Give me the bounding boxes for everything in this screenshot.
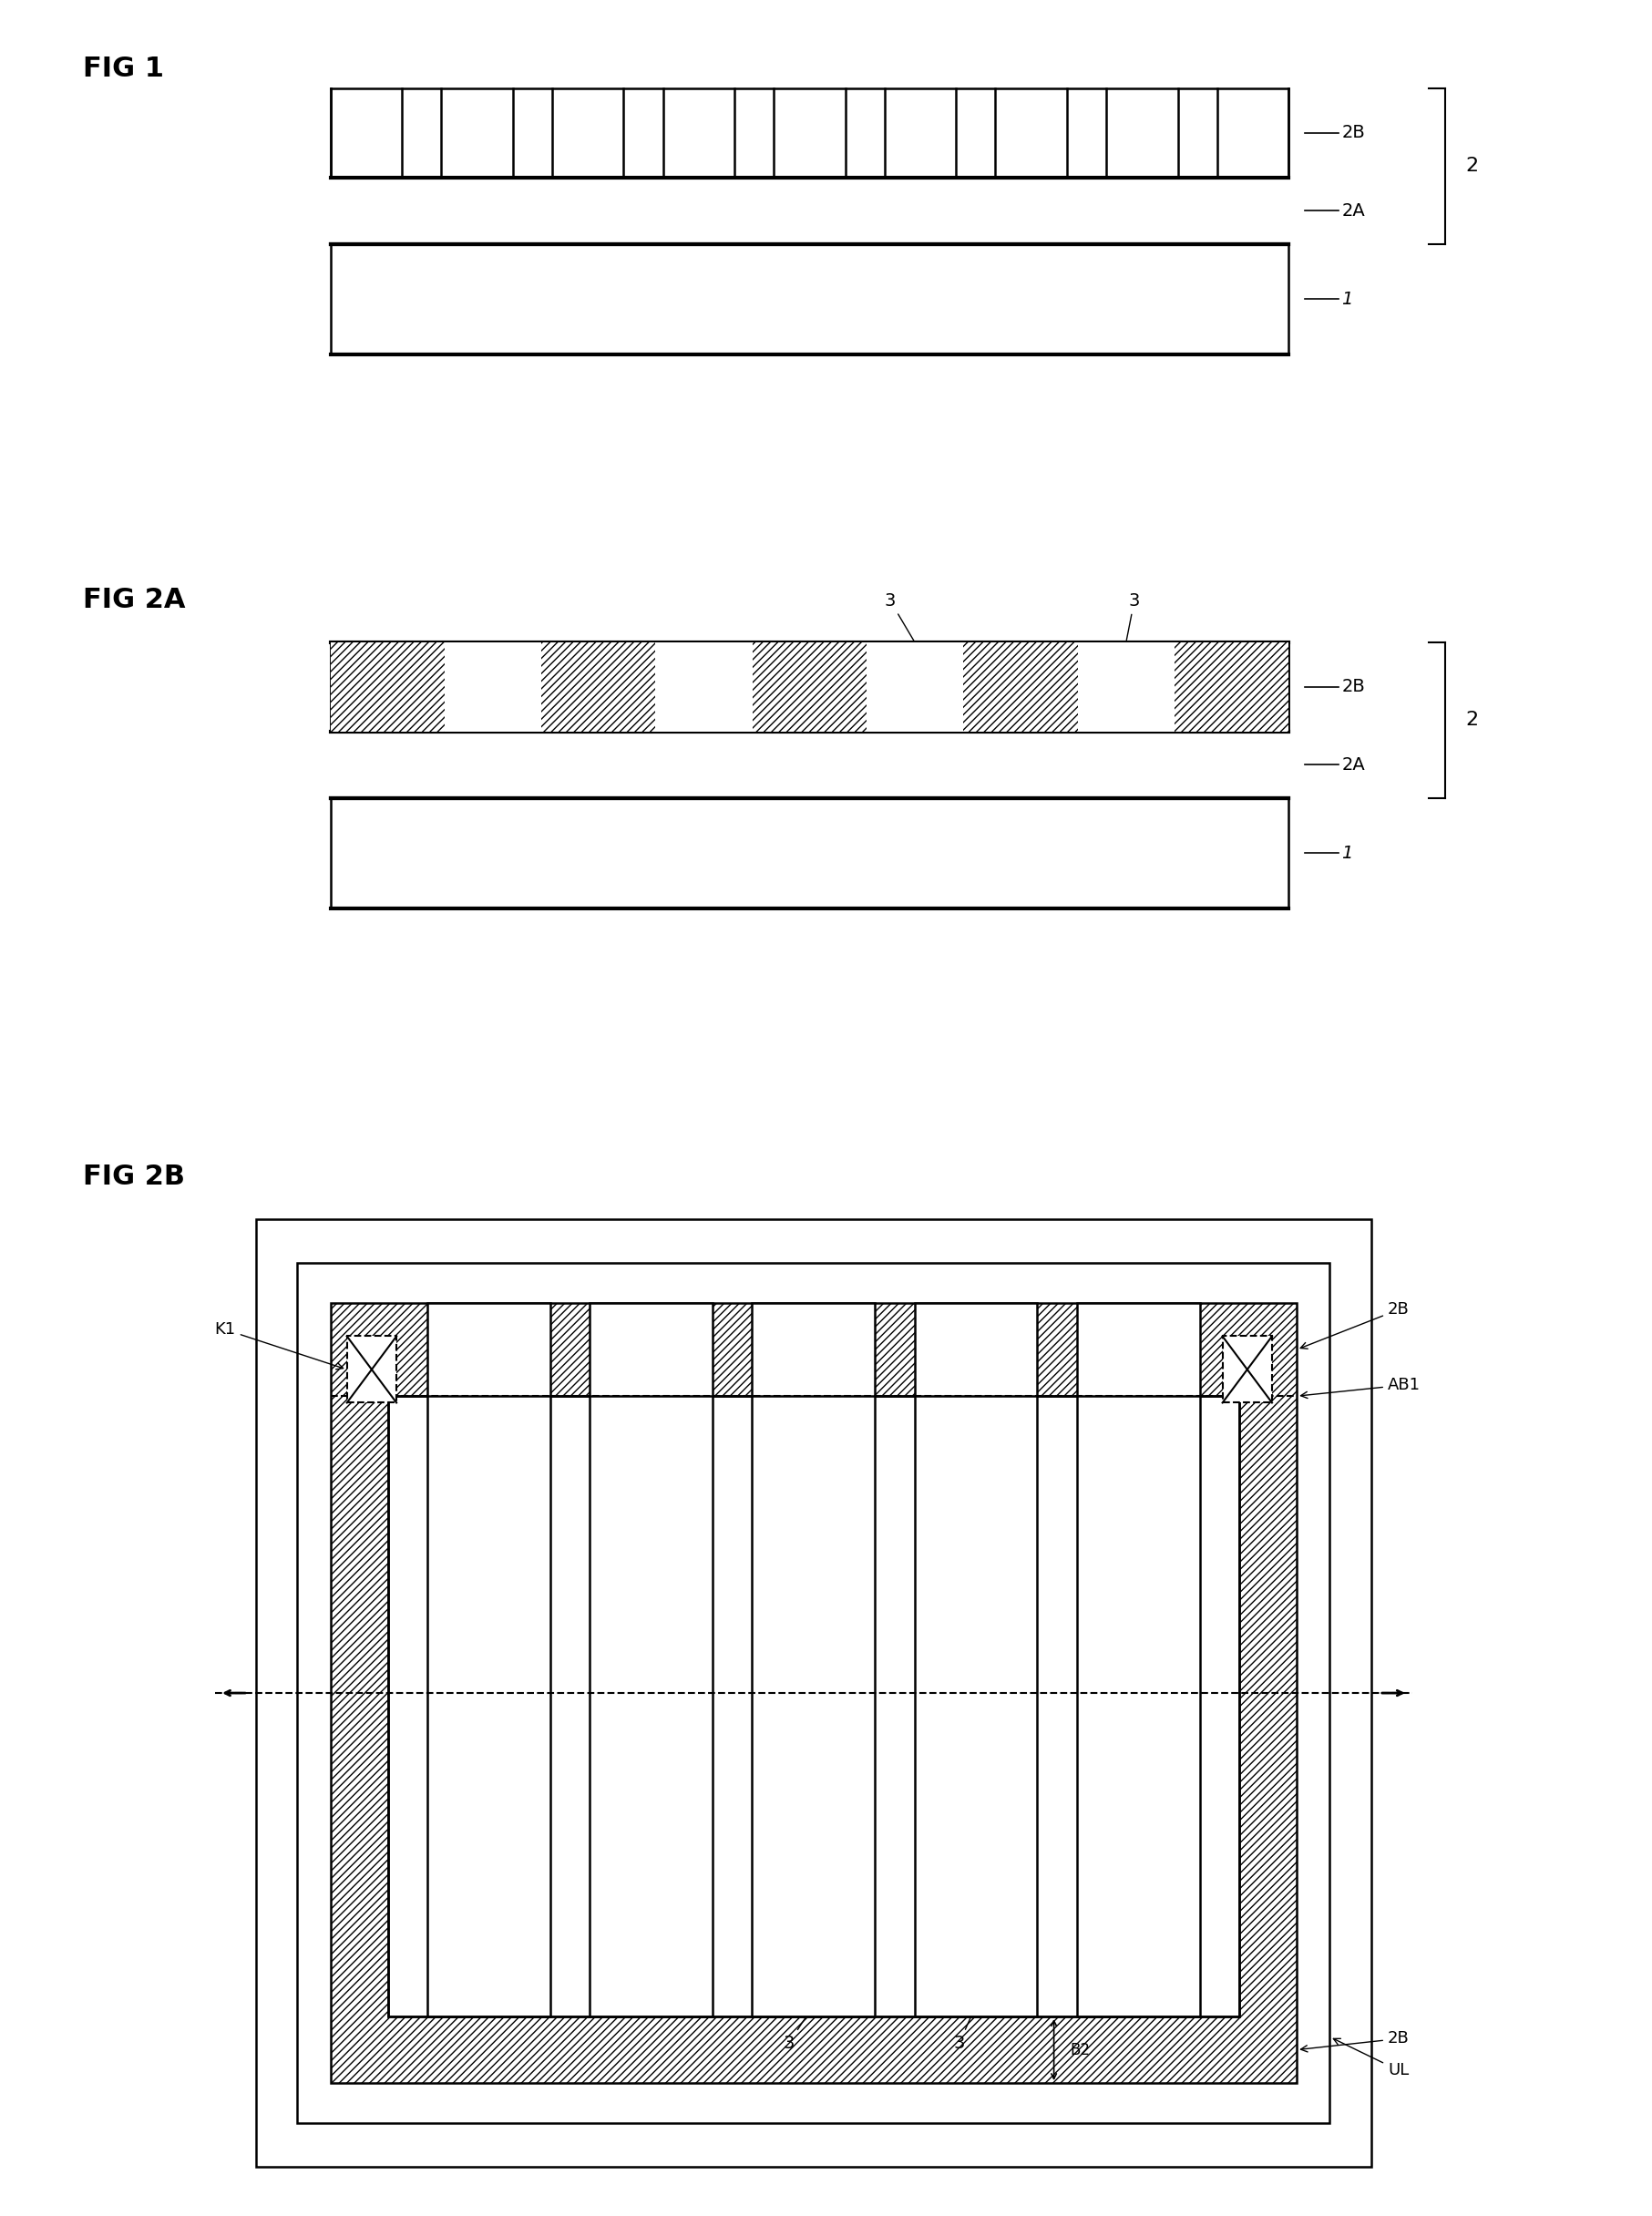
Text: 3: 3: [1127, 592, 1140, 640]
Bar: [256, 1219, 1371, 2167]
Bar: [867, 643, 963, 731]
Text: K1: K1: [215, 1321, 344, 1369]
Text: 2B: 2B: [1300, 2030, 1409, 2052]
Text: FIG 2B: FIG 2B: [83, 1163, 185, 1190]
Text: 3: 3: [953, 2008, 975, 2052]
Text: 2A: 2A: [1341, 202, 1365, 219]
Text: 3: 3: [884, 592, 914, 640]
Bar: [752, 1303, 876, 2017]
Text: AB1: AB1: [1300, 1376, 1421, 1398]
Text: 2: 2: [1465, 157, 1479, 175]
Bar: [1077, 643, 1175, 731]
Text: 1: 1: [1341, 844, 1353, 862]
Bar: [297, 1263, 1330, 2123]
Bar: [542, 643, 656, 731]
Bar: [428, 1303, 550, 2017]
Bar: [444, 643, 542, 731]
Bar: [1222, 1336, 1272, 1403]
Bar: [656, 643, 752, 731]
Bar: [590, 1303, 712, 2017]
Text: FIG 2A: FIG 2A: [83, 587, 185, 614]
Bar: [752, 643, 867, 731]
Text: 3: 3: [783, 2008, 813, 2052]
Text: 2: 2: [1465, 711, 1479, 729]
Text: b1: b1: [895, 1418, 914, 1434]
Text: B1: B1: [803, 1376, 824, 1392]
Text: B2: B2: [1070, 2041, 1090, 2059]
Text: 2B: 2B: [1300, 1301, 1409, 1350]
Bar: [915, 1303, 1037, 2017]
Bar: [388, 1396, 1239, 2017]
Text: 2A: 2A: [1341, 756, 1365, 773]
Bar: [347, 1336, 396, 1403]
Text: FIG 1: FIG 1: [83, 55, 164, 82]
Bar: [330, 643, 444, 731]
Bar: [1077, 1303, 1199, 2017]
Text: 2B: 2B: [1341, 124, 1365, 142]
Bar: [330, 1303, 1297, 2083]
Bar: [1175, 643, 1289, 731]
Text: b2: b2: [885, 1974, 904, 1990]
Bar: [388, 1396, 1239, 2017]
Text: 1: 1: [1341, 290, 1353, 308]
Bar: [963, 643, 1077, 731]
Text: 2B: 2B: [1341, 678, 1365, 696]
Text: UL: UL: [1333, 2039, 1409, 2079]
